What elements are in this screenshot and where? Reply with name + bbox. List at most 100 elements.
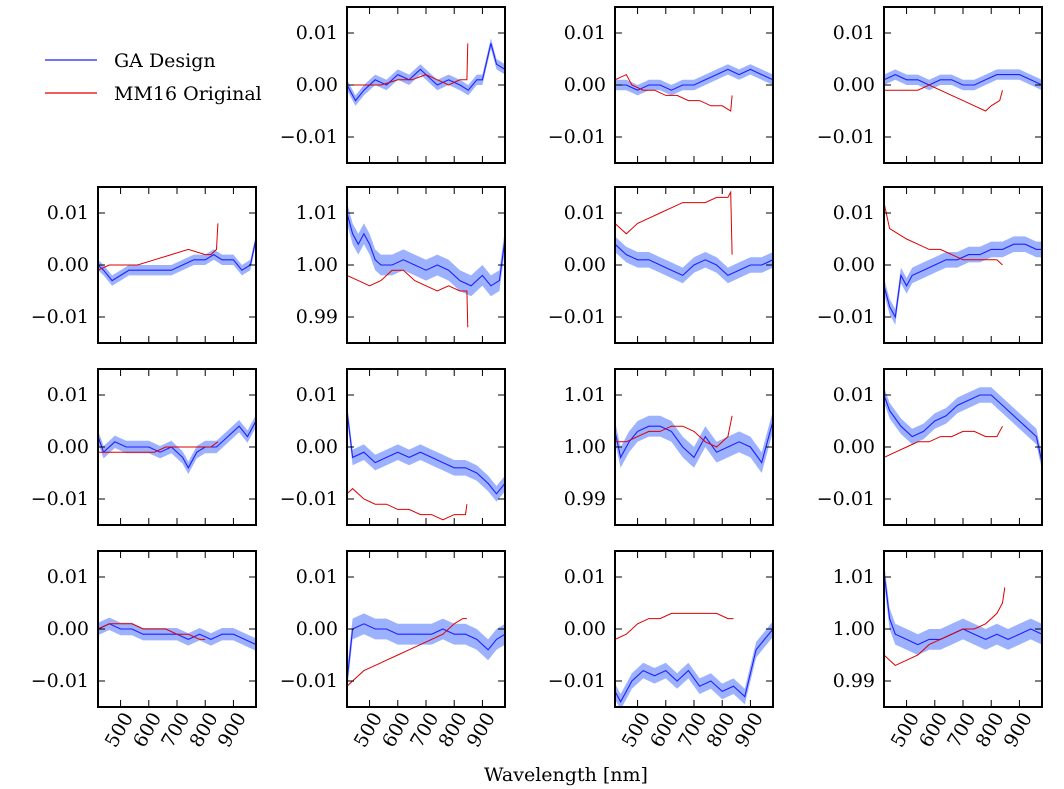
plot-area-r2c0 — [98, 414, 256, 474]
ga-design-line — [884, 73, 1042, 86]
y-tick-label: 0.00 — [296, 618, 338, 640]
y-tick-label: 1.01 — [833, 566, 875, 588]
legend: GA Design MM16 Original — [45, 50, 262, 105]
y-tick-label: 0.00 — [564, 254, 606, 276]
y-tick-label: 0.00 — [47, 618, 89, 640]
x-tick-label: 500 — [101, 709, 138, 751]
y-tick-label: 0.01 — [564, 202, 606, 224]
mm16-original-line — [347, 269, 469, 328]
y-tick-label: −0.01 — [280, 488, 338, 510]
ga-uncertainty-band — [347, 38, 505, 106]
x-tick-label: 500 — [887, 709, 924, 751]
mm16-original-line — [884, 425, 1003, 458]
plot-area-r3c3 — [884, 561, 1042, 666]
panel-r0c2: 0.01 0.00 −0.01 — [548, 6, 774, 164]
ga-uncertainty-band — [347, 613, 505, 692]
y-tick-label: 0.01 — [833, 22, 875, 44]
ga-uncertainty-band — [615, 410, 773, 473]
ga-design-line — [347, 43, 505, 102]
mm16-original-line — [615, 612, 734, 640]
x-tick-label: 900 — [463, 709, 500, 751]
mm16-original-line — [884, 202, 1003, 266]
y-tick-label: 0.00 — [296, 74, 338, 96]
y-tick-label: 0.01 — [296, 384, 338, 406]
panel-grid: 0.01 0.00 −0.01 0.01 0.00 −0.01 0.01 0.00 −0.01 0… — [31, 6, 1043, 751]
x-tick-label: 600 — [915, 709, 952, 751]
y-tick-label: 1.00 — [296, 254, 338, 276]
ga-uncertainty-band — [884, 561, 1042, 655]
y-tick-label: 0.99 — [564, 488, 606, 510]
mm16-original-line — [347, 487, 468, 521]
y-tick-label: −0.01 — [31, 488, 89, 510]
y-tick-label: −0.01 — [817, 126, 875, 148]
y-tick-label: 0.01 — [47, 566, 89, 588]
x-tick-label: 900 — [214, 709, 251, 751]
y-tick-label: 0.00 — [833, 254, 875, 276]
y-tick-label: 0.00 — [47, 436, 89, 458]
panel-r1c1: 1.01 1.00 0.99 — [296, 186, 506, 344]
x-tick-label: 600 — [378, 709, 415, 751]
ga-design-line — [615, 68, 773, 91]
mm16-original-line — [615, 73, 733, 112]
y-tick-label: 0.01 — [47, 384, 89, 406]
mm16-original-line — [98, 441, 219, 453]
panel-r1c0: 0.01 0.00 −0.01 — [31, 186, 257, 344]
ga-uncertainty-band — [884, 236, 1042, 325]
ga-uncertainty-band — [615, 236, 773, 284]
x-tick-label: 700 — [406, 709, 443, 751]
y-tick-label: 0.01 — [564, 22, 606, 44]
plot-area-r3c0 — [98, 617, 256, 651]
panel-r0c3: 0.01 0.00 −0.01 — [817, 6, 1043, 164]
panel-r2c0: 0.01 0.00 −0.01 — [31, 368, 257, 526]
plot-area-r0c2 — [615, 64, 773, 112]
panel-r1c2: 0.01 0.00 −0.01 — [548, 186, 774, 344]
ga-uncertainty-band — [615, 64, 773, 96]
y-tick-label: −0.01 — [548, 670, 606, 692]
plot-area-r2c2 — [615, 410, 773, 473]
x-tick-label: 700 — [674, 709, 711, 751]
y-tick-label: 0.00 — [296, 436, 338, 458]
y-tick-label: 0.00 — [564, 618, 606, 640]
y-tick-label: 1.01 — [296, 202, 338, 224]
mm16-original-line — [347, 43, 469, 86]
x-tick-label: 700 — [943, 709, 980, 751]
ga-design-line — [347, 623, 505, 682]
plot-area-r0c3 — [884, 69, 1042, 112]
mm16-original-line — [615, 190, 733, 255]
ga-uncertainty-band — [347, 202, 505, 297]
y-tick-label: −0.01 — [817, 488, 875, 510]
ga-uncertainty-band — [98, 414, 256, 474]
ga-design-line — [347, 212, 505, 287]
ga-design-line — [615, 243, 773, 277]
x-axis-title: Wavelength [nm] — [484, 764, 648, 786]
mm16-original-line — [98, 623, 206, 640]
ga-uncertainty-band — [884, 387, 1042, 471]
x-tick-label: 800 — [702, 709, 739, 751]
ga-design-line — [884, 243, 1042, 319]
y-tick-label: 0.01 — [296, 22, 338, 44]
ga-design-line — [615, 628, 773, 703]
ga-design-line — [884, 394, 1042, 463]
ga-design-line — [347, 410, 505, 495]
plot-area-r1c2 — [615, 190, 773, 284]
y-tick-label: −0.01 — [817, 306, 875, 328]
panel-r2c2: 1.01 1.00 0.99 — [564, 368, 774, 526]
plot-area-r2c1 — [347, 402, 505, 521]
y-tick-label: 0.99 — [296, 306, 338, 328]
x-tick-label: 500 — [618, 709, 655, 751]
y-tick-label: −0.01 — [548, 126, 606, 148]
mm16-original-line — [884, 84, 1003, 112]
x-tick-label: 800 — [185, 709, 222, 751]
plot-area-r1c0 — [98, 223, 256, 286]
panel-r0c1: 0.01 0.00 −0.01 — [280, 6, 506, 164]
y-tick-label: 0.01 — [47, 202, 89, 224]
y-tick-label: −0.01 — [31, 306, 89, 328]
mm16-original-line — [347, 618, 467, 687]
plot-area-r2c3 — [884, 387, 1042, 471]
y-tick-label: −0.01 — [548, 306, 606, 328]
plot-area-r3c1 — [347, 613, 505, 692]
panel-r1c3: 0.01 0.00 −0.01 — [817, 186, 1043, 344]
